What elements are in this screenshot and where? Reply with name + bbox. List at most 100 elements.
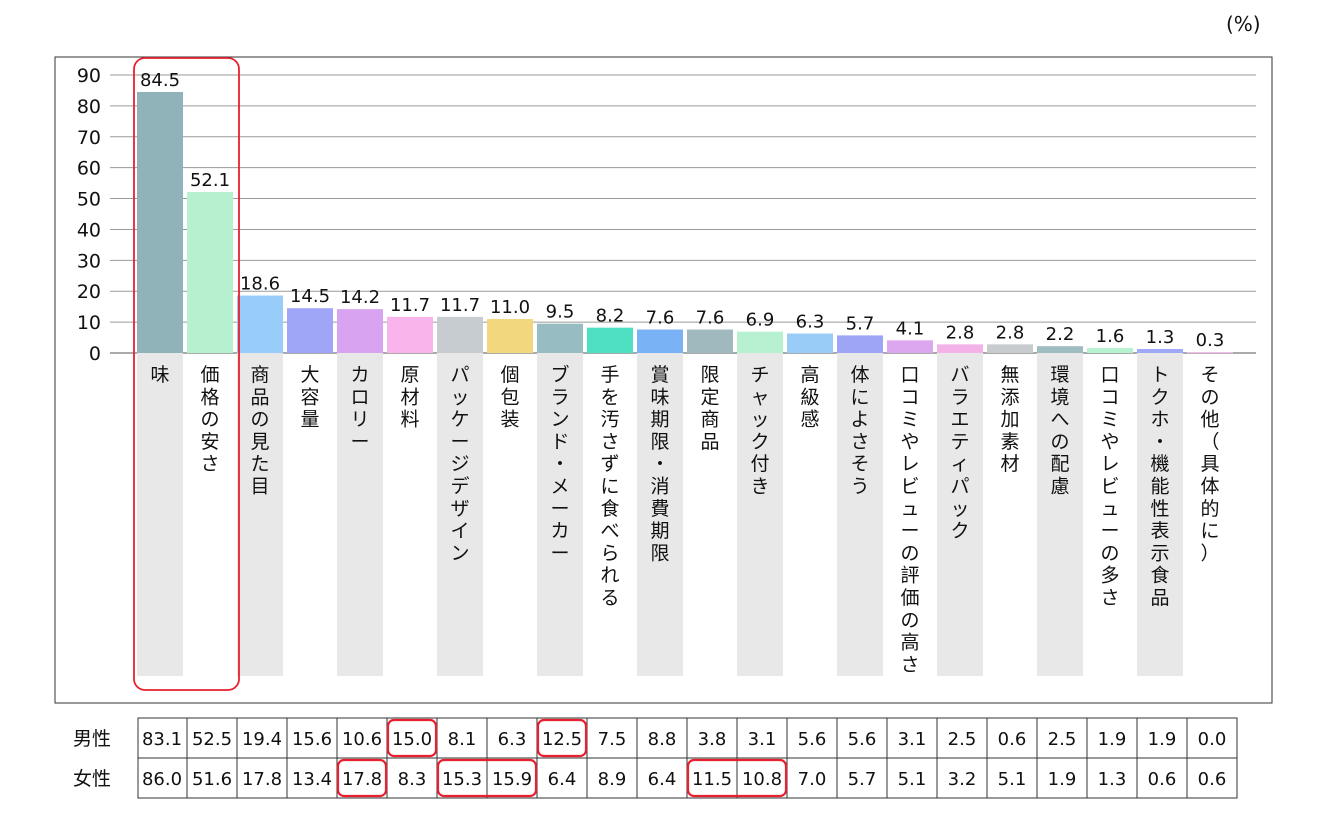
bar-value-label: 2.2 [1046,324,1075,345]
category-label: 手を汚さずに食べられる [600,364,619,609]
bar [1187,352,1233,354]
category-panel [637,353,683,676]
table-cell: 0.6 [1148,769,1177,790]
bar-value-label: 14.2 [340,287,380,308]
highlight-box [133,57,240,691]
table-cell: 8.3 [398,769,427,790]
category-panel [137,353,183,676]
table-cell: 13.4 [292,769,332,790]
category-label: 口コミやレビューの多さ [1100,364,1119,609]
bar-value-label: 11.7 [440,295,480,316]
table-cell: 15.9 [492,769,532,790]
table-cell: 11.5 [692,769,732,790]
bar [687,329,733,353]
table-cell: 10.8 [742,769,782,790]
bar [487,319,533,353]
table-cell: 8.9 [598,769,627,790]
table-highlight [536,718,588,758]
table-cell: 0.6 [1198,769,1227,790]
bar [787,333,833,353]
bar-value-label: 1.6 [1096,326,1125,347]
table-cell: 10.6 [342,729,382,750]
table-highlight [386,718,438,758]
y-tick-label: 0 [89,343,101,365]
bar [287,308,333,353]
table-cell: 6.3 [498,729,527,750]
bar-value-label: 8.2 [596,306,625,327]
bar-value-label: 52.1 [190,170,230,191]
table-cell: 19.4 [242,729,282,750]
y-tick-label: 50 [77,189,101,211]
bar-value-label: 2.8 [946,322,975,343]
y-tick-label: 60 [77,158,101,180]
bar [387,316,433,353]
table-cell: 83.1 [142,729,182,750]
table-cell: 1.9 [1048,769,1077,790]
table-cell: 52.5 [192,729,232,750]
table-cell: 1.9 [1148,729,1177,750]
table-highlight [336,758,388,798]
category-panel [1037,353,1083,676]
table-cell: 5.6 [848,729,877,750]
bar-value-label: 9.5 [546,302,575,323]
table-cell: 6.4 [548,769,577,790]
table-highlight [436,758,538,798]
table-cell: 5.1 [898,769,927,790]
table-row-label: 女性 [73,768,111,790]
category-label: 個包装 [500,364,519,431]
category-label: 体によさそう [850,364,869,498]
bar [537,323,583,353]
bar-value-label: 5.7 [846,313,875,334]
category-panel [237,353,283,676]
bar-value-label: 7.6 [696,308,725,329]
category-label: パッケージデザイン [450,364,469,564]
bar [437,316,483,353]
category-label: 無添加素材 [1000,364,1019,475]
table-cell: 5.6 [798,729,827,750]
table-cell: 6.4 [648,769,677,790]
bar [1037,346,1083,353]
bar-value-label: 11.0 [490,297,530,318]
category-panel [1137,353,1183,676]
category-label: トクホ・機能性表示食品 [1150,364,1169,609]
table-cell: 1.9 [1098,729,1127,750]
table-cell: 86.0 [142,769,182,790]
category-label: 商品の見た目 [250,364,269,498]
bar [237,295,283,353]
plot-frame [54,56,1273,704]
category-label: 賞味期限・消費期限 [650,364,669,564]
table-cell: 5.7 [848,769,877,790]
table-cell: 17.8 [342,769,382,790]
bar [1087,348,1133,353]
category-label: 味 [150,364,169,386]
bar [337,309,383,353]
bar-value-label: 2.8 [996,322,1025,343]
category-label: 高級感 [800,364,819,431]
bar [1137,348,1183,353]
category-panel [337,353,383,676]
bar [137,91,183,353]
table-cell: 51.6 [192,769,232,790]
category-panel [937,353,983,676]
table-row-label: 男性 [73,728,111,750]
bar [937,344,983,353]
table-cell: 15.6 [292,729,332,750]
bar-value-label: 7.6 [646,308,675,329]
table-cell: 1.3 [1098,769,1127,790]
bar-value-label: 0.3 [1196,330,1225,351]
table-highlight [686,758,788,798]
bar [637,329,683,353]
category-label: 限定商品 [700,364,719,453]
y-tick-label: 30 [77,250,101,272]
category-label: カロリー [350,364,369,453]
category-panel [437,353,483,676]
bar [587,327,633,353]
bar-value-label: 6.3 [796,312,825,333]
bar-value-label: 84.5 [140,70,180,91]
category-panel [837,353,883,676]
bar-value-label: 14.5 [290,286,330,307]
table-cell: 17.8 [242,769,282,790]
category-label: バラエティパック [950,364,969,542]
y-tick-label: 90 [77,65,101,87]
category-label: 環境への配慮 [1050,364,1069,498]
